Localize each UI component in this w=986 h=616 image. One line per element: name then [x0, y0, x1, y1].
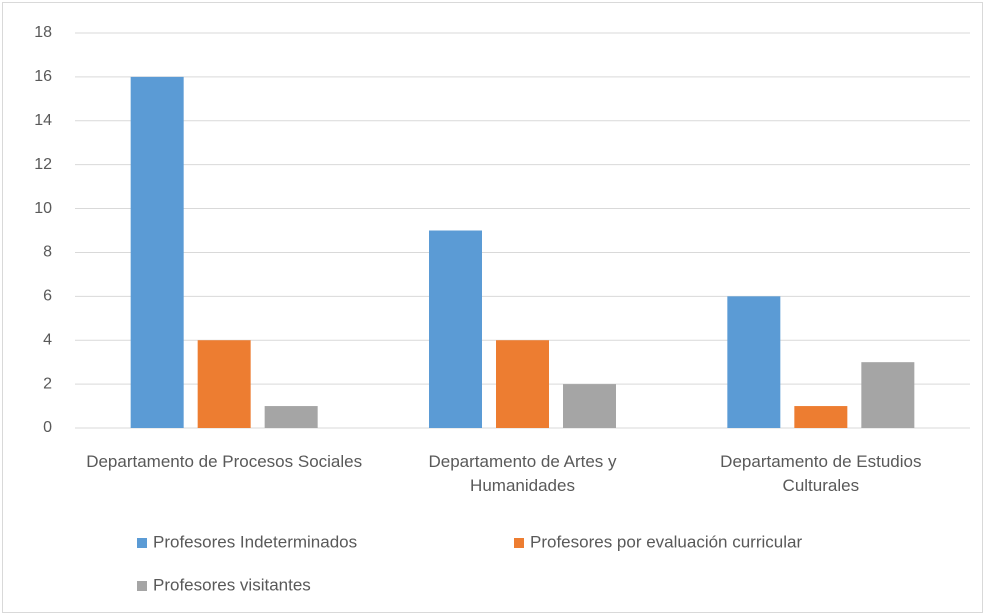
- legend-swatch: [137, 581, 147, 591]
- bar: [727, 296, 781, 428]
- legend-label: Profesores Indeterminados: [153, 532, 357, 551]
- bar: [429, 230, 482, 428]
- legend-swatch: [514, 538, 524, 548]
- y-tick-label: 16: [34, 68, 52, 85]
- bar: [264, 406, 318, 428]
- y-tick-label: 6: [43, 288, 52, 305]
- bar: [794, 406, 848, 428]
- x-tick-label: Departamento de Artes y Humanidades: [428, 452, 617, 495]
- legend-label: Profesores visitantes: [153, 575, 311, 594]
- legend-swatch: [137, 538, 147, 548]
- legend-label: Profesores por evaluación curricular: [530, 532, 802, 551]
- y-tick-label: 10: [34, 200, 52, 217]
- bar: [861, 362, 915, 428]
- y-tick-label: 4: [43, 331, 52, 348]
- bar: [563, 384, 616, 428]
- bar: [197, 340, 251, 428]
- y-tick-label: 2: [43, 375, 52, 392]
- bar: [496, 340, 549, 428]
- x-tick-label: Departamento de Estudios Culturales: [720, 452, 922, 495]
- x-tick-label: Departamento de Procesos Sociales: [86, 452, 363, 471]
- y-tick-label: 18: [34, 24, 52, 41]
- y-tick-label: 14: [34, 112, 52, 129]
- bar: [130, 76, 184, 428]
- y-tick-label: 12: [34, 156, 52, 173]
- y-tick-label: 8: [43, 244, 52, 261]
- y-tick-label: 0: [43, 419, 52, 436]
